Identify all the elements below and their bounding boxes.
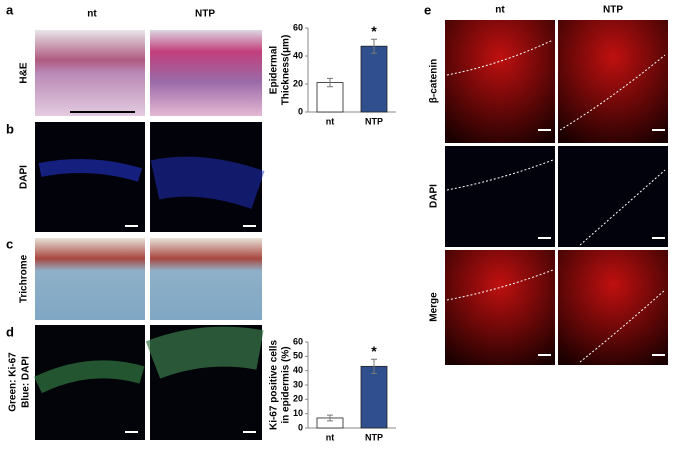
bar (360, 45, 388, 113)
y-tick-label: 20 (293, 394, 303, 404)
column-header: NTP (195, 9, 215, 20)
row-label: DAPI (19, 165, 30, 189)
y-tick-label: 30 (293, 379, 303, 389)
y-tick-label: 0 (298, 422, 303, 432)
micrograph (150, 30, 262, 116)
micrograph (35, 30, 145, 116)
panel-letter: d (6, 324, 14, 339)
y-tick-label: 20 (293, 78, 303, 88)
row-label: β-catenin (429, 59, 440, 103)
row-label: H&E (19, 62, 30, 83)
annotation: * (371, 343, 377, 359)
row-label: Blue: DAPI (21, 356, 32, 408)
annotation: * (371, 23, 377, 39)
y-tick-label: 50 (293, 351, 303, 361)
panel-letter: a (6, 2, 14, 17)
column-header: nt (87, 9, 97, 20)
y-axis-label: Thickness(μm) (281, 35, 292, 106)
y-tick-label: 0 (298, 106, 303, 116)
bar (316, 82, 344, 113)
y-tick-label: 40 (293, 50, 303, 60)
panel-letter: e (424, 2, 431, 17)
y-tick-label: 40 (293, 365, 303, 375)
column-header: nt (495, 5, 505, 16)
x-tick-label: nt (326, 116, 335, 126)
panel-letter: b (6, 121, 14, 136)
x-tick-label: NTP (365, 432, 383, 442)
row-label: Trichrome (19, 254, 30, 303)
error-bar (371, 38, 377, 54)
micrograph (150, 238, 262, 320)
row-label: Green: Ki-67 (8, 352, 19, 412)
error-bar (327, 414, 333, 422)
column-header: NTP (603, 5, 623, 16)
panel-letter: c (6, 236, 13, 251)
row-label: DAPI (429, 184, 440, 208)
bar (360, 365, 388, 429)
y-axis-label: in epidermis (%) (281, 346, 292, 423)
x-tick-label: nt (326, 432, 335, 442)
y-axis-label: Epidermal (269, 46, 280, 95)
row-label: Merge (429, 292, 440, 322)
error-bar (327, 77, 333, 88)
x-tick-label: NTP (365, 116, 383, 126)
micrograph-grid (445, 20, 668, 365)
y-tick-label: 10 (293, 408, 303, 418)
y-axis-label: Ki-67 positive cells (269, 340, 280, 430)
y-tick-label: 60 (293, 22, 303, 32)
error-bar (371, 358, 377, 375)
micrograph (35, 238, 145, 320)
y-tick-label: 60 (293, 336, 303, 346)
